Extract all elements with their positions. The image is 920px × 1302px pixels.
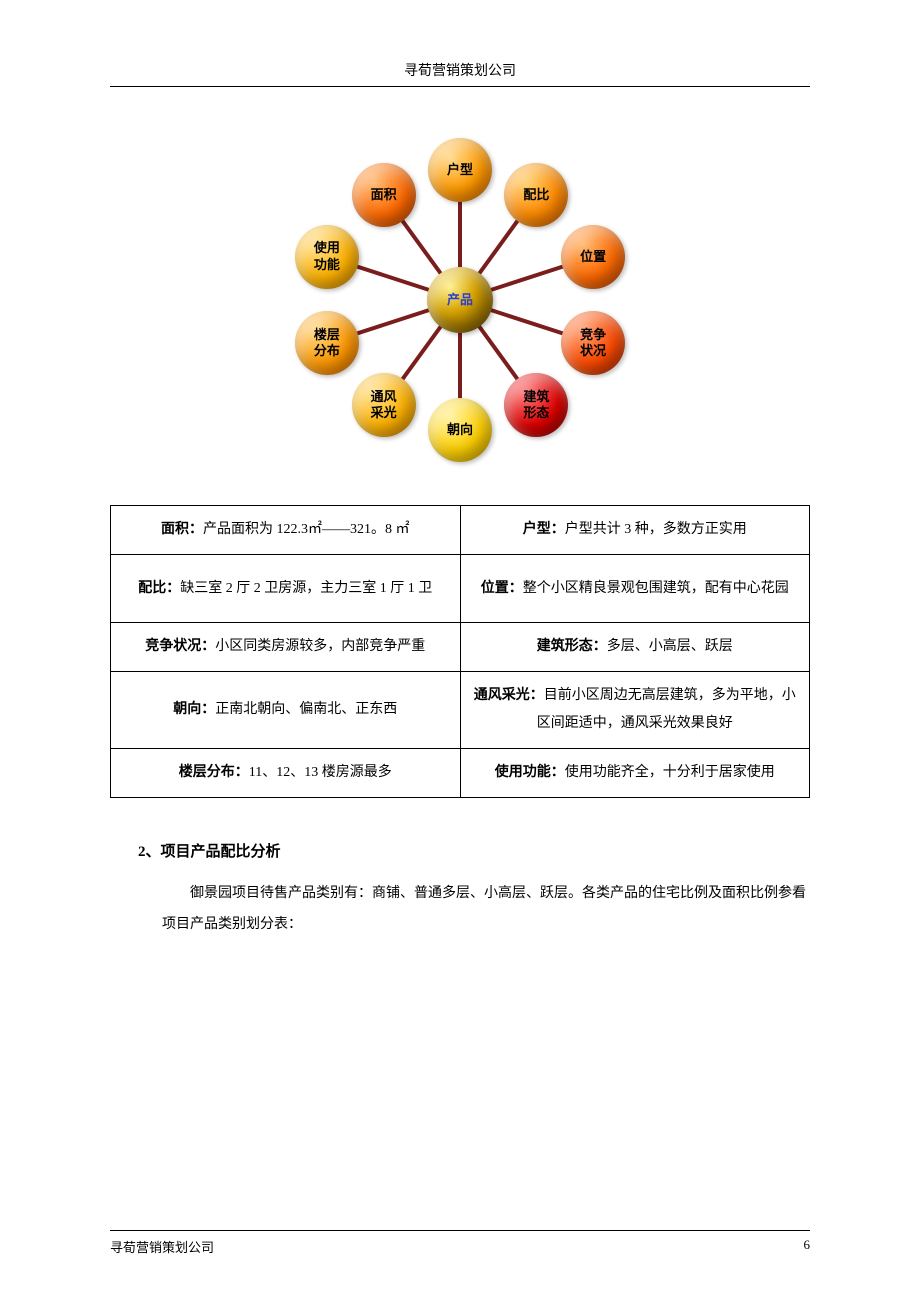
cell-label: 位置： (481, 581, 523, 596)
cell-label: 通风采光： (474, 688, 544, 703)
diagram-node: 面积 (352, 163, 416, 227)
table-cell: 楼层分布：11、12、13 楼房源最多 (111, 749, 461, 798)
cell-label: 竞争状况： (145, 639, 215, 654)
diagram-node: 使用 功能 (295, 225, 359, 289)
table-cell: 朝向：正南北朝向、偏南北、正东西 (111, 672, 461, 749)
diagram-node: 竞争 状况 (561, 311, 625, 375)
cell-label: 朝向： (173, 702, 215, 717)
cell-text: 正南北朝向、偏南北、正东西 (215, 702, 397, 717)
cell-text: 小区同类房源较多，内部竞争严重 (215, 639, 425, 654)
diagram-node: 朝向 (428, 398, 492, 462)
table-cell: 建筑形态：多层、小高层、跃层 (460, 623, 810, 672)
diagram-node: 配比 (504, 163, 568, 227)
cell-text: 产品面积为 122.3㎡——321。8 ㎡ (203, 522, 410, 537)
product-attributes-table: 面积：产品面积为 122.3㎡——321。8 ㎡户型：户型共计 3 种，多数方正… (110, 505, 810, 798)
cell-label: 使用功能： (495, 765, 565, 780)
cell-text: 户型共计 3 种，多数方正实用 (565, 522, 747, 537)
page-header: 寻荀营销策划公司 (110, 60, 810, 87)
table-cell: 面积：产品面积为 122.3㎡——321。8 ㎡ (111, 506, 461, 555)
page-footer: 寻荀营销策划公司 6 (110, 1230, 810, 1256)
table-cell: 位置：整个小区精良景观包围建筑，配有中心花园 (460, 555, 810, 623)
cell-text: 目前小区周边无高层建筑，多为平地，小区间距适中，通风采光效果良好 (537, 688, 796, 731)
cell-text: 整个小区精良景观包围建筑，配有中心花园 (523, 581, 789, 596)
cell-text: 多层、小高层、跃层 (607, 639, 733, 654)
cell-text: 使用功能齐全，十分利于居家使用 (565, 765, 775, 780)
table-cell: 通风采光：目前小区周边无高层建筑，多为平地，小区间距适中，通风采光效果良好 (460, 672, 810, 749)
cell-label: 面积： (161, 522, 203, 537)
product-radial-diagram: 户型配比位置竞争 状况建筑 形态朝向通风 采光楼层 分布 使用 功能面积产品 (250, 105, 670, 495)
table-cell: 竞争状况：小区同类房源较多，内部竞争严重 (111, 623, 461, 672)
footer-company: 寻荀营销策划公司 (110, 1237, 214, 1256)
diagram-node: 楼层 分布 (295, 311, 359, 375)
footer-page-number: 6 (804, 1237, 811, 1256)
cell-text: 11、12、13 楼房源最多 (249, 765, 392, 780)
table-cell: 户型：户型共计 3 种，多数方正实用 (460, 506, 810, 555)
diagram-node: 户型 (428, 138, 492, 202)
diagram-node: 建筑 形态 (504, 373, 568, 437)
table-cell: 配比：缺三室 2 厅 2 卫房源，主力三室 1 厅 1 卫 (111, 555, 461, 623)
table-cell: 使用功能：使用功能齐全，十分利于居家使用 (460, 749, 810, 798)
cell-text: 缺三室 2 厅 2 卫房源，主力三室 1 厅 1 卫 (180, 581, 432, 596)
cell-label: 户型： (523, 522, 565, 537)
diagram-node: 位置 (561, 225, 625, 289)
cell-label: 楼层分布： (179, 765, 249, 780)
cell-label: 建筑形态： (537, 639, 607, 654)
section-paragraph: 御景园项目待售产品类别有：商铺、普通多层、小高层、跃层。各类产品的住宅比例及面积… (162, 879, 810, 941)
section-heading: 2、项目产品配比分析 (138, 840, 810, 861)
diagram-center-node: 产品 (427, 267, 493, 333)
cell-label: 配比： (138, 581, 180, 596)
diagram-node: 通风 采光 (352, 373, 416, 437)
